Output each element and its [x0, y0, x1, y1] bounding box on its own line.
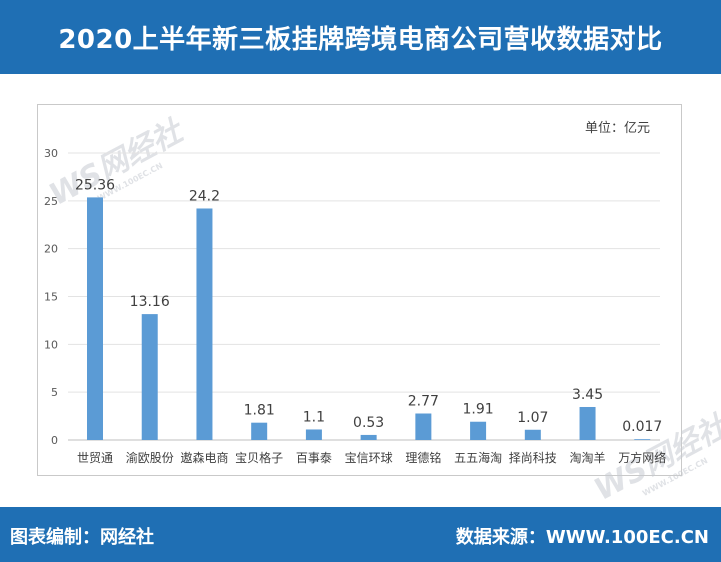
x-tick-label: 百事泰	[296, 451, 332, 465]
x-tick-label: 遨森电商	[180, 450, 228, 465]
data-label: 3.45	[572, 387, 603, 403]
data-label: 13.16	[130, 294, 170, 310]
x-tick-label: 择尚科技	[509, 451, 557, 465]
data-label: 24.2	[189, 188, 220, 204]
bar	[579, 406, 596, 440]
bar	[141, 314, 158, 440]
x-tick-label: 宝信环球	[345, 451, 393, 465]
x-tick-label: 淘淘羊	[570, 450, 606, 465]
bar	[360, 434, 377, 440]
footer-bar: 图表编制：网经社 数据来源：WWW.100EC.CN	[0, 507, 721, 562]
footer-source: 数据来源：WWW.100EC.CN	[455, 527, 709, 548]
bar	[634, 439, 651, 440]
y-tick-label: 25	[44, 195, 58, 208]
x-tick-label: 五五海淘	[454, 450, 502, 465]
data-label: 0.017	[622, 419, 662, 435]
data-label: 25.36	[75, 177, 115, 193]
footer-credit: 图表编制：网经社	[10, 527, 154, 548]
bar	[415, 413, 432, 440]
bar	[87, 197, 103, 440]
x-tick-label: 宝贝格子	[235, 450, 283, 465]
bar	[470, 421, 487, 440]
y-tick-label: 15	[44, 291, 58, 304]
bar	[524, 429, 541, 440]
y-tick-label: 30	[44, 147, 58, 160]
data-label: 1.07	[517, 410, 548, 426]
title-bar: 2020上半年新三板挂牌跨境电商公司营收数据对比	[0, 0, 721, 74]
unit-label: 单位：亿元	[585, 121, 650, 136]
bar	[196, 208, 213, 440]
x-tick-label: 世贸通	[77, 451, 113, 465]
y-tick-label: 20	[44, 243, 58, 256]
y-tick-label: 0	[51, 434, 58, 447]
data-label: 1.1	[303, 409, 325, 425]
chart-title: 2020上半年新三板挂牌跨境电商公司营收数据对比	[58, 24, 663, 55]
data-label: 2.77	[408, 394, 439, 410]
data-label: 0.53	[353, 415, 384, 431]
bar	[305, 429, 322, 440]
x-tick-label: 万方网络	[618, 450, 666, 465]
x-tick-label: 渝欧股份	[126, 450, 174, 465]
data-label: 1.91	[463, 402, 494, 418]
y-tick-label: 5	[51, 386, 58, 399]
bar	[251, 422, 268, 440]
data-label: 1.81	[244, 403, 275, 419]
x-tick-label: 理德铭	[405, 450, 441, 465]
y-tick-label: 10	[44, 338, 58, 351]
